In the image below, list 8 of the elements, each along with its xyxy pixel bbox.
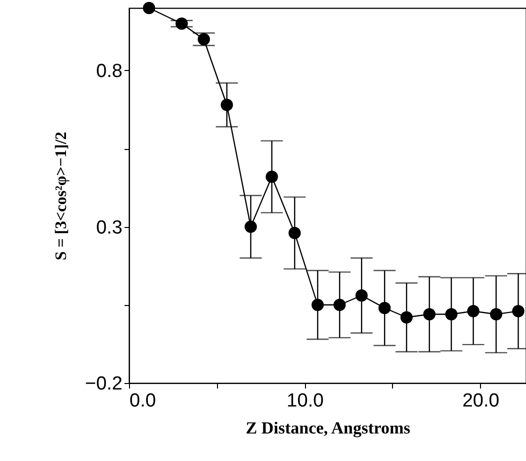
x-tick-label: 0.0 — [130, 390, 156, 412]
y-axis-title: S = [3<cos²φ>−1]/2 — [52, 132, 70, 260]
y-tick-label: 0.8 — [96, 61, 122, 82]
y-tick-label: −0.2 — [84, 374, 122, 394]
x-tick-label: 10.0 — [286, 390, 324, 412]
y-tick-label: 0.3 — [96, 217, 122, 238]
x-tick-label: 20.0 — [462, 390, 500, 412]
x-axis-title: Z Distance, Angstroms — [246, 418, 411, 438]
